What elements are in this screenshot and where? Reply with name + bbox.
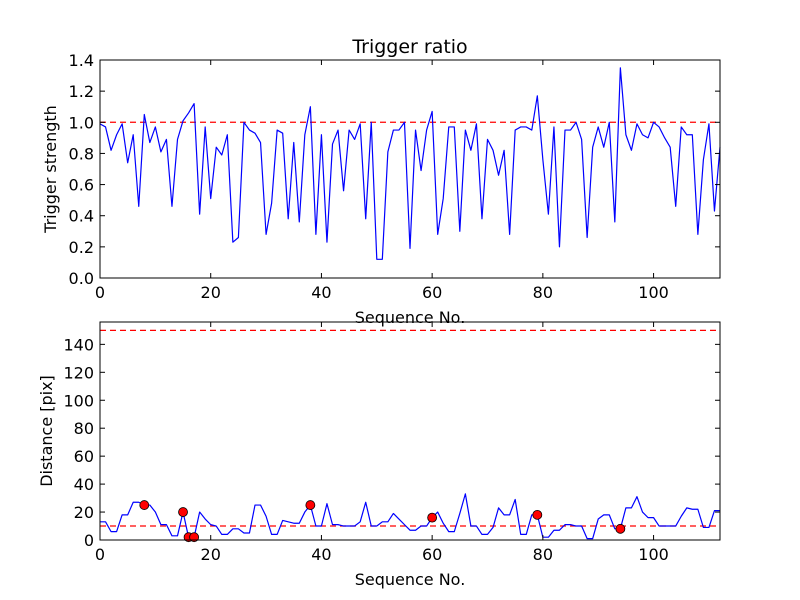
x-axis-label-bottom: Sequence No. [355, 570, 466, 589]
x-tick-label: 40 [311, 283, 331, 302]
x-tick-label: 20 [201, 545, 221, 564]
series-line [99, 67, 721, 260]
y-tick-label: 60 [74, 447, 94, 466]
y-tick-label: 1.4 [69, 51, 94, 70]
distance-chart: 0 20 40 60 80 100 0 20 40 60 80 100 120 140 Sequence … [37, 321, 721, 589]
y-tick-label: 20 [74, 503, 94, 522]
y-tick-label: 40 [74, 475, 94, 494]
y-tick-label: 0.0 [69, 269, 94, 288]
y-axis-label-bottom: Distance [pix] [37, 375, 56, 487]
plot-frame-bottom [99, 321, 721, 541]
y-tick-label: 0.6 [69, 176, 94, 195]
trigger-ratio-data-layer [99, 67, 721, 260]
trigger-marker [305, 500, 316, 510]
y-tick-label: 0.8 [69, 144, 94, 163]
distance-ticks: 0 20 40 60 80 100 0 20 40 60 80 100 120 140 [63, 322, 720, 564]
trigger-marker [532, 509, 543, 520]
x-tick-label: 100 [638, 545, 669, 564]
x-tick-label: 60 [422, 283, 442, 302]
trigger-ratio-ticks: 0 20 40 60 80 100 0.0 0.2 0.4 0.6 0.8 1.0 1.2 1.4 [69, 51, 720, 302]
x-tick-label: 80 [533, 545, 553, 564]
trigger-marker [427, 512, 438, 523]
trigger-marker [189, 532, 200, 543]
y-tick-label: 140 [63, 335, 94, 354]
x-tick-label: 60 [422, 545, 442, 564]
trigger-marker [615, 523, 626, 534]
x-tick-label: 0 [95, 545, 105, 564]
y-tick-label: 1.0 [69, 113, 94, 132]
y-tick-label: 80 [74, 419, 94, 438]
y-tick-label: 120 [63, 363, 94, 382]
y-tick-label: 1.2 [69, 82, 94, 101]
y-tick-label: 100 [63, 391, 94, 410]
distance-data-layer [100, 329, 720, 543]
x-axis-label-top: Sequence No. [355, 308, 466, 327]
plot-frame-top [99, 59, 721, 279]
chart-title: Trigger ratio [351, 36, 467, 58]
x-tick-label: 100 [638, 283, 669, 302]
trigger-marker [139, 500, 150, 510]
x-tick-label: 0 [95, 283, 105, 302]
x-tick-label: 80 [533, 283, 553, 302]
x-tick-label: 40 [311, 545, 331, 564]
trigger-marker [178, 507, 188, 517]
y-tick-label: 0 [84, 531, 94, 550]
y-tick-label: 0.2 [69, 238, 94, 257]
y-axis-label-top: Trigger strength [41, 105, 60, 234]
y-tick-label: 0.4 [69, 207, 94, 226]
x-tick-label: 20 [201, 283, 221, 302]
